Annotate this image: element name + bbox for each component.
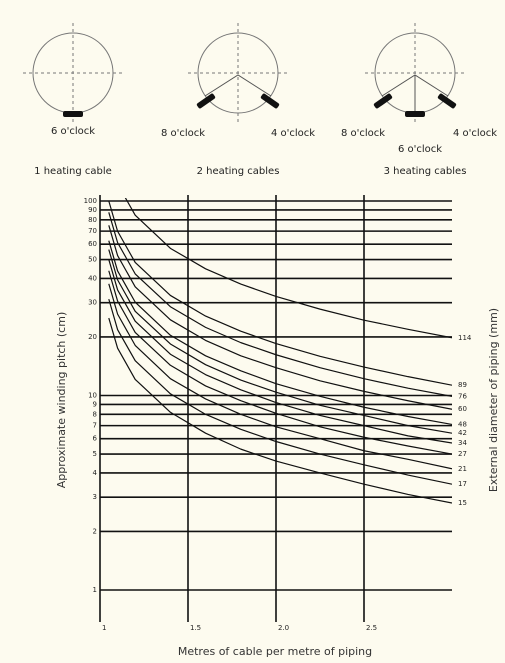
caption: 2 heating cables: [197, 166, 280, 177]
y-tick-label: 20: [88, 333, 97, 341]
series-label: 17: [458, 480, 467, 488]
cable: [437, 93, 457, 109]
x-tick-label: 1: [102, 624, 106, 632]
curve: [108, 270, 452, 455]
diagram: [23, 23, 123, 123]
curve: [108, 249, 452, 434]
series-label: 76: [458, 392, 467, 400]
curve: [108, 259, 452, 444]
series-label: 48: [458, 420, 467, 428]
plot-area: [108, 198, 452, 504]
cable: [405, 111, 425, 117]
y-tick-label: 5: [93, 450, 97, 458]
series-label: 34: [458, 439, 467, 447]
y-tick-label: 80: [88, 216, 97, 224]
curve: [108, 283, 452, 470]
position-label: 4 o'clock: [271, 128, 315, 139]
x-tick-label: 2.5: [366, 624, 377, 632]
y-tick-label: 3: [93, 493, 97, 501]
y-tick-label: 50: [88, 256, 97, 264]
caption: 3 heating cables: [384, 166, 467, 177]
curve: [108, 225, 452, 410]
series-label: 89: [458, 381, 467, 389]
diagram: [188, 23, 288, 123]
y-tick-label: 6: [93, 435, 98, 443]
series-label: 114: [458, 334, 472, 342]
y-tick-label: 90: [88, 206, 97, 214]
series-label: 21: [458, 465, 467, 473]
position-label: 8 o'clock: [161, 128, 205, 139]
y-axis-title: Approximate winding pitch (cm): [55, 312, 68, 489]
curve: [124, 198, 452, 339]
x-tick-label: 2.0: [278, 624, 289, 632]
y-tick-label: 8: [93, 410, 97, 418]
y-tick-label: 4: [93, 469, 98, 477]
position-label: 6 o'clock: [398, 144, 442, 155]
diagram: [365, 23, 465, 123]
curve: [108, 317, 452, 504]
position-label: 4 o'clock: [453, 128, 497, 139]
caption: 1 heating cable: [34, 166, 112, 177]
y-tick-label: 2: [93, 527, 97, 535]
curve: [108, 240, 452, 426]
position-label: 8 o'clock: [341, 128, 385, 139]
series-label: 42: [458, 429, 467, 437]
y2-axis-title: External diameter of piping (mm): [487, 308, 500, 492]
series-label: 27: [458, 450, 467, 458]
series-label: 60: [458, 405, 467, 413]
cable: [373, 93, 393, 109]
curve: [108, 298, 452, 485]
y-tick-label: 1: [93, 586, 97, 594]
x-tick-label: 1.5: [190, 624, 201, 632]
y-tick-label: 10: [88, 392, 97, 400]
series-label: 15: [458, 499, 467, 507]
y-tick-label: 9: [93, 400, 97, 408]
y-tick-label: 30: [88, 299, 97, 307]
x-axis-title: Metres of cable per metre of piping: [178, 645, 372, 658]
curve: [108, 200, 452, 386]
y-tick-label: 70: [88, 227, 97, 235]
spoke: [204, 74, 272, 97]
y-tick-label: 40: [88, 274, 97, 282]
curve: [108, 212, 452, 397]
cable: [63, 111, 83, 117]
y-tick-label: 7: [93, 422, 97, 430]
y-tick-label: 60: [88, 240, 97, 248]
cable: [260, 93, 280, 109]
y-tick-label: 100: [84, 197, 97, 205]
position-label: 6 o'clock: [51, 126, 95, 137]
cable: [196, 93, 216, 109]
